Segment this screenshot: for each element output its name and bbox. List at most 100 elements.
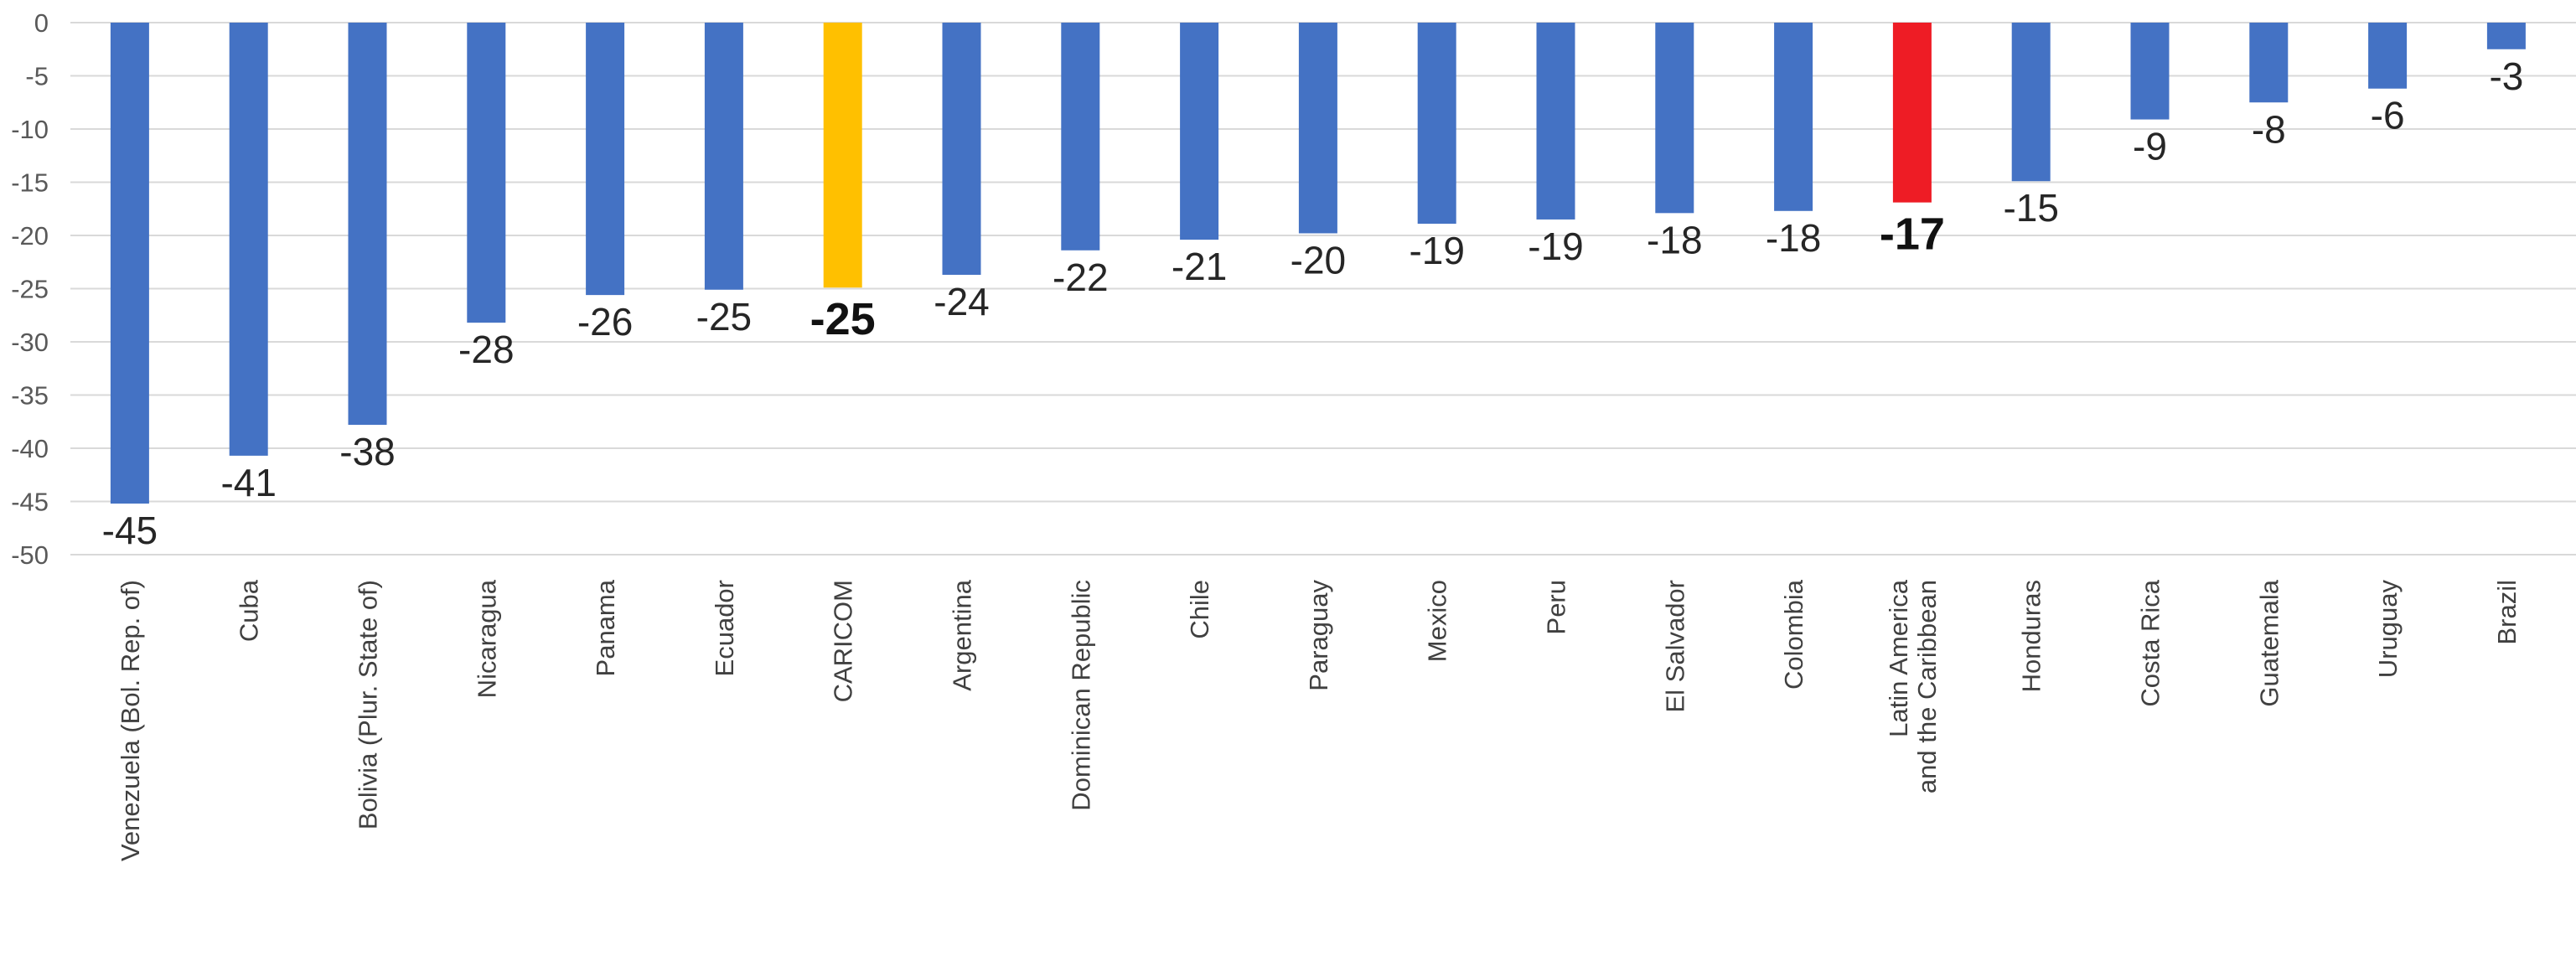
category-label: Chile xyxy=(1185,580,1214,639)
category-label: Guatemala xyxy=(2254,579,2284,706)
category-label: CARICOM xyxy=(829,580,858,702)
data-label: -9 xyxy=(2133,125,2167,168)
category-label-line: Latin America xyxy=(1884,579,1913,737)
bar xyxy=(586,23,625,296)
category-label-line: Honduras xyxy=(2017,580,2046,692)
y-tick-label: 0 xyxy=(34,8,49,38)
bar xyxy=(704,23,743,290)
category-label: Paraguay xyxy=(1304,580,1333,691)
category-label-line: Ecuador xyxy=(710,580,739,676)
category-label-line: Mexico xyxy=(1423,580,1452,662)
bar xyxy=(1180,23,1219,240)
data-label: -6 xyxy=(2371,94,2405,137)
data-label: -18 xyxy=(1766,216,1821,260)
bar xyxy=(229,23,268,456)
category-label-line: Guatemala xyxy=(2254,579,2284,706)
category-label: Colombia xyxy=(1779,579,1808,690)
category-label: Cuba xyxy=(235,579,264,642)
bar xyxy=(1061,23,1100,251)
bar xyxy=(2486,23,2526,49)
bar xyxy=(1536,23,1575,220)
y-tick-label: -25 xyxy=(11,275,49,304)
data-label: -41 xyxy=(220,461,276,504)
data-label: -25 xyxy=(696,295,752,338)
y-tick-label: -40 xyxy=(11,434,49,463)
data-label: -28 xyxy=(458,328,514,371)
y-tick-label: -20 xyxy=(11,221,49,251)
data-label: -19 xyxy=(1409,229,1464,272)
data-label: -45 xyxy=(102,509,158,552)
bar xyxy=(2011,23,2051,182)
category-label: Uruguay xyxy=(2373,580,2403,679)
data-label: -21 xyxy=(1172,245,1227,288)
bar xyxy=(823,23,862,288)
category-label-line: Colombia xyxy=(1779,579,1808,690)
category-label-line: Peru xyxy=(1542,580,1571,634)
category-label: Bolivia (Plur. State of) xyxy=(354,580,383,829)
category-label: Latin America and the Caribbean xyxy=(1884,579,1942,793)
category-label: Costa Rica xyxy=(2136,579,2165,706)
category-label-line: and the Caribbean xyxy=(1912,580,1942,793)
category-label-line: Dominican Republic xyxy=(1066,580,1095,811)
category-label-line: Brazil xyxy=(2492,580,2522,645)
category-label: Panama xyxy=(591,579,620,676)
category-label: Honduras xyxy=(2017,580,2046,692)
category-label-line: CARICOM xyxy=(829,580,858,702)
category-label: Argentina xyxy=(948,579,977,690)
data-label: -25 xyxy=(810,294,876,344)
category-label: Brazil xyxy=(2492,580,2522,645)
bar xyxy=(1774,23,1813,211)
category-labels: Venezuela (Bol. Rep. of) Cuba Bolivia (Plu… xyxy=(116,579,2522,861)
data-label: -22 xyxy=(1053,256,1108,299)
y-tick-label: -50 xyxy=(11,540,49,570)
y-tick-label: -5 xyxy=(25,62,49,91)
data-label: -38 xyxy=(339,430,395,473)
category-label: Mexico xyxy=(1423,580,1452,662)
data-label: -18 xyxy=(1647,218,1702,261)
category-label-line: Nicaragua xyxy=(472,579,501,698)
data-label: -8 xyxy=(2252,107,2286,151)
bar xyxy=(1298,23,1337,234)
bar xyxy=(942,23,981,275)
bar xyxy=(2130,23,2170,120)
data-label: -17 xyxy=(1880,209,1945,260)
data-label: -26 xyxy=(577,300,633,344)
category-label: Peru xyxy=(1542,580,1571,634)
y-tick-label: -15 xyxy=(11,168,49,198)
y-tick-label: -30 xyxy=(11,328,49,357)
bars xyxy=(110,23,2526,504)
category-label: El Salvador xyxy=(1660,580,1689,713)
data-label: -24 xyxy=(934,280,989,323)
category-label: Nicaragua xyxy=(472,579,501,698)
bar xyxy=(1417,23,1456,225)
category-label-line: Chile xyxy=(1185,580,1214,639)
data-label: -20 xyxy=(1291,238,1346,282)
category-label-line: Bolivia (Plur. State of) xyxy=(354,580,383,829)
category-label-line: Cuba xyxy=(235,579,264,642)
category-label-line: Argentina xyxy=(948,579,977,690)
category-label-line: Venezuela (Bol. Rep. of) xyxy=(116,580,145,861)
y-axis-ticks: 0 -5 -10 -15 -20 -25 -30 -35 -40 -45 -50 xyxy=(11,8,49,570)
data-label: -3 xyxy=(2489,54,2523,98)
category-label: Venezuela (Bol. Rep. of) xyxy=(116,580,145,861)
category-label: Ecuador xyxy=(710,580,739,676)
bar xyxy=(1655,23,1694,214)
category-label-line: El Salvador xyxy=(1660,580,1689,713)
bar xyxy=(467,23,506,323)
data-label: -15 xyxy=(2003,186,2058,230)
bar xyxy=(110,23,149,504)
category-label-line: Panama xyxy=(591,579,620,676)
category-label-line: Paraguay xyxy=(1304,580,1333,691)
data-label: -19 xyxy=(1528,225,1583,268)
bar xyxy=(348,23,387,426)
bar xyxy=(2249,23,2289,103)
bar xyxy=(1892,23,1932,203)
category-label-line: Uruguay xyxy=(2373,580,2403,679)
category-label-line: Costa Rica xyxy=(2136,579,2165,706)
y-tick-label: -10 xyxy=(11,115,49,144)
bar xyxy=(2368,23,2408,89)
y-tick-label: -45 xyxy=(11,488,49,517)
data-labels: -45 -41 -38 -28 -26 -25 -25 -24 -22 -21 -20 -19 -19 -… xyxy=(102,54,2524,552)
